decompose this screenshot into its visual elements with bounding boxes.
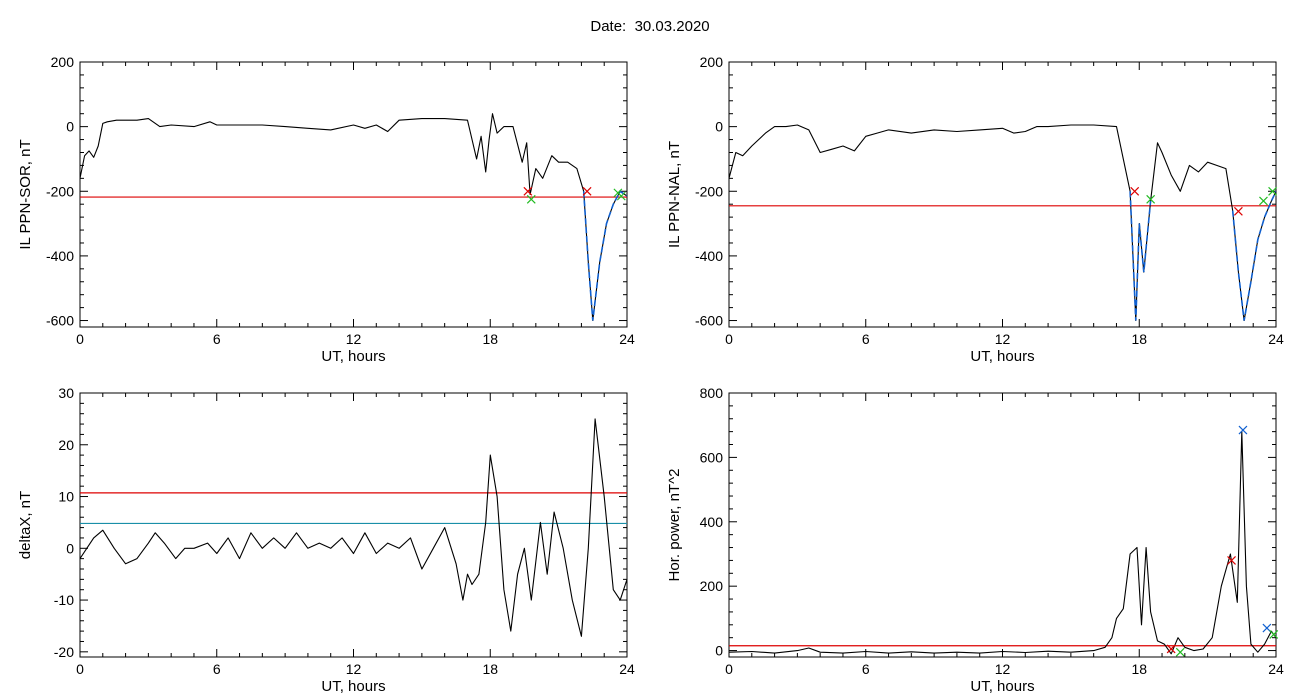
y-tick-label: -200	[695, 183, 723, 199]
x-tick-label: 0	[725, 661, 733, 677]
x-tick-label: 24	[619, 331, 635, 347]
plot-frame	[79, 392, 628, 658]
series-group	[80, 418, 627, 637]
y-tick-label: 0	[715, 643, 723, 659]
y-axis-label: IL PPN-NAL, nT	[666, 141, 683, 248]
y-axis-label: Hor. power, nT^2	[666, 469, 683, 582]
series-line	[80, 418, 627, 637]
series-line	[729, 124, 1276, 322]
x-tick-label: 0	[76, 661, 84, 677]
x-axis-label: UT, hours	[321, 348, 385, 365]
event-marker-green	[616, 191, 626, 201]
event-marker-green	[526, 194, 536, 204]
event-marker-red	[1130, 186, 1140, 196]
series-group	[729, 124, 1276, 322]
x-tick-label: 24	[1268, 661, 1284, 677]
event-marker-green	[1268, 186, 1278, 196]
x-axis-label: UT, hours	[970, 678, 1034, 695]
y-tick-label: 200	[700, 54, 724, 70]
dip-segment-line	[582, 190, 627, 321]
y-tick-label: -600	[695, 313, 723, 329]
y-tick-label: 600	[700, 449, 724, 465]
x-tick-label: 18	[482, 661, 498, 677]
y-tick-label: 800	[700, 385, 724, 401]
x-tick-label: 18	[1131, 331, 1147, 347]
plot-frame	[79, 61, 628, 328]
panel-ppn-sor: 0 6 12 18 24 -600 -400 -200 0 200 UT, hours IL PPN-…	[17, 54, 635, 365]
x-tick-label: 24	[1268, 331, 1284, 347]
x-tick-label: 18	[1131, 661, 1147, 677]
y-tick-label: 10	[58, 489, 74, 505]
plot-frame	[728, 61, 1277, 328]
plot-frame	[728, 392, 1277, 658]
event-marker-red	[1233, 206, 1243, 216]
y-tick-label: 0	[66, 119, 74, 135]
event-marker-red	[1227, 555, 1236, 565]
y-tick-label: 200	[700, 578, 724, 594]
date-value: 30.03.2020	[634, 18, 710, 35]
y-tick-label: -400	[46, 248, 74, 264]
x-tick-label: 12	[995, 331, 1011, 347]
x-tick-label: 12	[346, 331, 362, 347]
x-tick-label: 6	[213, 661, 221, 677]
x-tick-label: 12	[346, 661, 362, 677]
x-tick-label: 6	[862, 661, 870, 677]
x-axis-label: UT, hours	[321, 678, 385, 695]
panel-ppn-nal: 0 6 12 18 24 -600 -400 -200 0 200 UT, hours IL PPN-…	[666, 54, 1284, 365]
dip-segment-line	[1231, 190, 1276, 321]
event-marker-green	[1259, 196, 1268, 206]
y-tick-label: 20	[58, 437, 74, 453]
y-tick-label: -10	[54, 592, 74, 608]
y-tick-label: -20	[54, 644, 74, 660]
y-axis-label: IL PPN-SOR, nT	[17, 139, 34, 249]
event-marker-red	[582, 186, 592, 196]
dip-segment-line	[1129, 191, 1152, 321]
event-marker-green	[1175, 647, 1185, 657]
x-tick-label: 0	[76, 331, 84, 347]
x-tick-label: 18	[482, 331, 498, 347]
y-tick-label: 0	[66, 540, 74, 556]
y-tick-label: 400	[700, 514, 724, 530]
series-line	[729, 431, 1276, 655]
series-line	[80, 113, 627, 322]
y-tick-label: -600	[46, 313, 74, 329]
figure-title: Date: 30.03.2020	[0, 18, 1300, 35]
event-marker-green	[1146, 194, 1156, 204]
y-tick-label: 0	[715, 119, 723, 135]
x-tick-label: 0	[725, 331, 733, 347]
event-marker-blue	[1238, 425, 1248, 435]
date-label: Date:	[590, 18, 627, 35]
x-axis-label: UT, hours	[970, 348, 1034, 365]
panel-horizontal-power: 0 6 12 18 24 0 200 400 600 800 UT, hours Hor. power…	[666, 385, 1284, 695]
y-tick-label: 30	[58, 385, 74, 401]
y-tick-label: -400	[695, 248, 723, 264]
x-tick-label: 12	[995, 661, 1011, 677]
series-group	[729, 431, 1276, 655]
y-tick-label: -200	[46, 183, 74, 199]
event-marker-red	[523, 186, 533, 196]
event-marker-green	[1269, 630, 1279, 639]
x-tick-label: 6	[213, 331, 221, 347]
x-tick-label: 6	[862, 331, 870, 347]
x-tick-label: 24	[619, 661, 635, 677]
series-group	[80, 113, 627, 322]
event-marker-red	[1166, 644, 1176, 654]
panel-deltax: 0 6 12 18 24 -20 -10 0 10 20 30 UT, hours deltaX, nT	[17, 385, 635, 695]
y-axis-label: deltaX, nT	[17, 491, 34, 559]
y-tick-label: 200	[51, 54, 75, 70]
